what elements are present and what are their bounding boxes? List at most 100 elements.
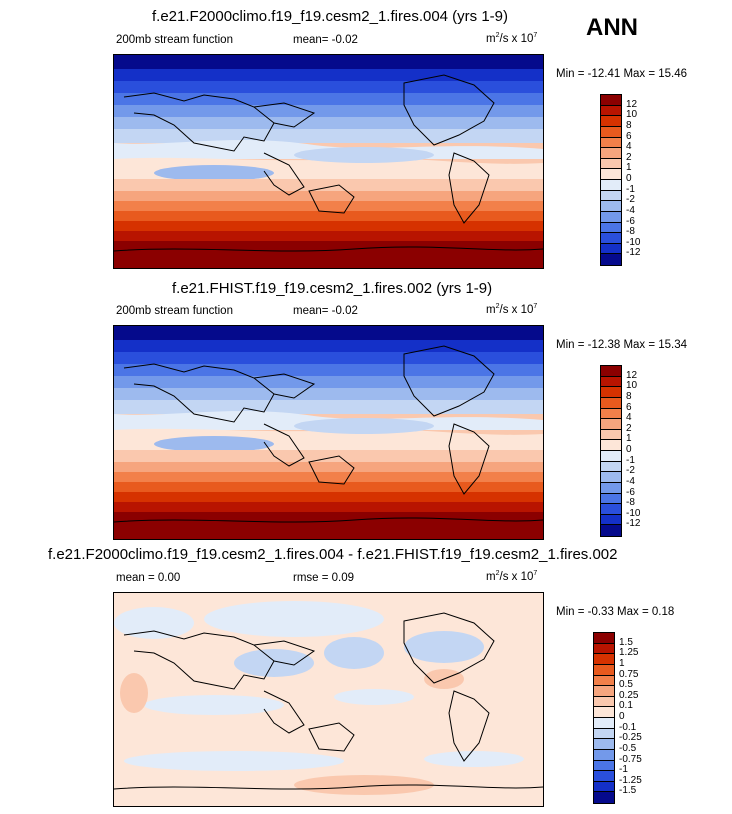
colorbar-swatch — [601, 387, 621, 398]
colorbar-swatch — [594, 760, 614, 772]
panel-1-variable-label: 200mb stream function — [116, 34, 233, 46]
colorbar-swatch — [601, 105, 621, 117]
season-label: ANN — [586, 14, 638, 41]
colorbar-swatch — [594, 728, 614, 740]
colorbar-tick-label: 12 — [626, 369, 638, 381]
colorbar-swatch — [601, 148, 621, 159]
panel-1-mean-label: mean= -0.02 — [293, 34, 358, 46]
panel-1-units: m2/s x 107 — [486, 32, 538, 45]
colorbar-swatch — [594, 781, 614, 793]
panel-2-mean-label: mean= -0.02 — [293, 305, 358, 317]
colorbar-tick-label: -10 — [626, 507, 641, 519]
panel-2-variable-label: 200mb stream function — [116, 305, 233, 317]
colorbar-swatch — [601, 158, 621, 170]
colorbar-swatch — [601, 440, 621, 451]
panel-3-minmax: Min = -0.33 Max = 0.18 — [556, 606, 675, 618]
colorbar-swatch — [601, 233, 621, 244]
colorbar-swatch — [601, 493, 621, 505]
colorbar-tick-label: -0.5 — [619, 742, 637, 754]
panel-1-map — [113, 54, 544, 269]
colorbar-swatch — [601, 397, 621, 409]
colorbar-tick-label: 8 — [626, 390, 632, 402]
colorbar-swatch — [594, 718, 614, 729]
colorbar-tick-label: 2 — [626, 151, 632, 163]
colorbar-swatch — [594, 739, 614, 750]
colorbar-swatch — [594, 749, 614, 761]
colorbar-tick-label: -0.75 — [619, 753, 642, 765]
colorbar-tick-label: -4 — [626, 204, 635, 216]
colorbar-swatch — [601, 366, 621, 377]
colorbar-swatch — [601, 243, 621, 255]
colorbar-swatch — [601, 419, 621, 430]
colorbar-tick-label: 10 — [626, 380, 638, 392]
colorbar-tick-label: -6 — [626, 215, 635, 227]
colorbar-tick-label: 2 — [626, 422, 632, 434]
colorbar-tick-label: -6 — [626, 486, 635, 498]
colorbar-tick-label: 4 — [626, 412, 632, 424]
colorbar-tick-label: 1 — [619, 657, 625, 669]
colorbar-swatch — [601, 211, 621, 223]
colorbar-swatch — [601, 525, 621, 536]
colorbar-tick-label: -2 — [626, 465, 635, 477]
colorbar-tick-label: -12 — [626, 247, 641, 259]
colorbar-tick-label: -1.5 — [619, 785, 637, 797]
colorbar-swatch — [601, 472, 621, 483]
panel-3-colorbar — [593, 632, 615, 804]
colorbar-swatch — [601, 201, 621, 212]
panel-3-mean-label: mean = 0.00 — [116, 572, 181, 584]
colorbar-tick-label: -4 — [626, 475, 635, 487]
colorbar-tick-label: 10 — [626, 109, 638, 121]
colorbar-swatch — [601, 376, 621, 388]
colorbar-tick-label: -1 — [626, 183, 635, 195]
panel-1-colorbar — [600, 94, 622, 266]
colorbar-tick-label: 6 — [626, 130, 632, 142]
colorbar-swatch — [601, 461, 621, 473]
colorbar-tick-label: 0.75 — [619, 668, 639, 680]
panel-2-map — [113, 325, 544, 540]
panel-1-minmax: Min = -12.41 Max = 15.46 — [556, 68, 688, 80]
colorbar-swatch — [601, 169, 621, 180]
colorbar-tick-label: 6 — [626, 401, 632, 413]
colorbar-tick-label: -8 — [626, 497, 635, 509]
colorbar-swatch — [594, 675, 614, 687]
colorbar-swatch — [594, 654, 614, 665]
colorbar-tick-label: 1 — [626, 162, 632, 174]
colorbar-swatch — [594, 696, 614, 708]
colorbar-swatch — [594, 633, 614, 644]
panel-2-colorbar — [600, 365, 622, 537]
colorbar-swatch — [601, 190, 621, 202]
colorbar-tick-label: 1.25 — [619, 647, 639, 659]
panel-1-title: f.e21.F2000climo.f19_f19.cesm2_1.fires.0… — [152, 8, 509, 25]
colorbar-tick-label: 0.1 — [619, 700, 633, 712]
panel-2-title: f.e21.FHIST.f19_f19.cesm2_1.fires.002 (y… — [172, 280, 493, 297]
colorbar-tick-label: 0 — [626, 173, 632, 184]
colorbar-swatch — [601, 408, 621, 420]
colorbar-swatch — [601, 180, 621, 191]
colorbar-tick-label: -1 — [619, 764, 628, 776]
panel-2-minmax: Min = -12.38 Max = 15.34 — [556, 339, 688, 351]
panel-3-map — [113, 592, 544, 807]
colorbar-swatch — [594, 664, 614, 676]
colorbar-swatch — [601, 137, 621, 149]
colorbar-swatch — [601, 254, 621, 265]
colorbar-tick-label: -12 — [626, 518, 641, 530]
panel-3-units: m2/s x 107 — [486, 570, 538, 583]
colorbar-swatch — [594, 707, 614, 718]
colorbar-swatch — [601, 116, 621, 127]
colorbar-tick-label: -8 — [626, 226, 635, 238]
colorbar-swatch — [594, 643, 614, 655]
colorbar-tick-label: -0.1 — [619, 721, 637, 733]
colorbar-swatch — [601, 126, 621, 138]
panel-3-rmse-label: rmse = 0.09 — [293, 572, 355, 584]
colorbar-tick-label: 1 — [626, 433, 632, 445]
colorbar-swatch — [594, 771, 614, 782]
colorbar-tick-label: -0.25 — [619, 732, 642, 744]
panel-3-title: f.e21.F2000climo.f19_f19.cesm2_1.fires.0… — [48, 546, 618, 563]
colorbar-tick-label: -10 — [626, 236, 641, 248]
colorbar-tick-label: -2 — [626, 194, 635, 206]
colorbar-swatch — [594, 686, 614, 697]
colorbar-swatch — [601, 451, 621, 462]
colorbar-tick-label: 0 — [619, 711, 625, 722]
colorbar-tick-label: -1 — [626, 454, 635, 466]
colorbar-swatch — [601, 222, 621, 234]
